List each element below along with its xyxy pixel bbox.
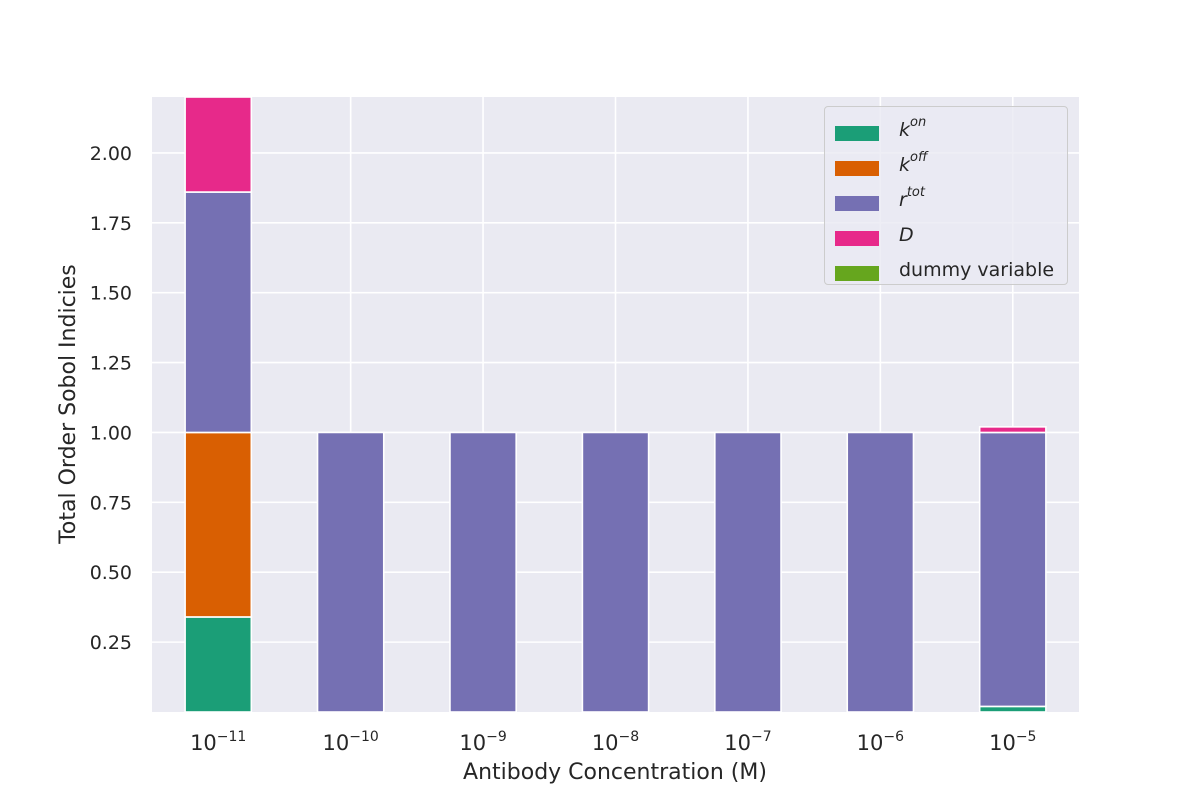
x-axis-label: Antibody Concentration (M) [463,760,767,785]
y-tick-label: 0.50 [90,562,132,584]
bar-segment [581,431,650,713]
x-tick-label: 10−7 [724,729,771,755]
legend-swatch [835,126,879,141]
x-tick-label: 10−8 [592,729,639,755]
legend-swatch [835,161,879,176]
y-tick-label: 1.75 [90,213,132,235]
bars [184,96,1047,713]
bar-segment [184,616,253,713]
bar-segment [316,431,385,713]
y-tick-label: 0.25 [90,632,132,654]
legend-label: rtot [899,185,925,211]
x-tick-label: 10−11 [190,729,246,755]
y-tick-label: 2.00 [90,143,132,165]
legend-swatch [835,196,879,211]
x-tick-label: 10−9 [459,729,506,755]
x-tick-label: 10−5 [989,729,1036,755]
bar-segment [978,431,1047,708]
legend-item: dummy variable [835,259,1065,283]
bar-segment [184,191,253,434]
legend-item: D [835,224,1065,248]
legend-swatch [835,231,879,246]
legend-item: koff [835,150,1065,178]
bar-segment [846,431,915,713]
legend-label: D [899,224,914,246]
legend-swatch [835,266,879,281]
y-tick-label: 1.50 [90,283,132,305]
y-tick-label: 1.25 [90,353,132,375]
y-tick-label: 0.75 [90,492,132,514]
x-tick-label: 10−10 [323,729,379,755]
x-tick-label: 10−6 [857,729,904,755]
bar-segment [714,431,782,713]
y-tick-label: 1.00 [90,422,132,444]
legend-item: kon [835,115,1065,143]
legend-label: koff [899,150,928,176]
legend-item: rtot [835,185,1065,213]
bar-segment [978,705,1047,713]
bar-segment [449,431,517,713]
legend-label: kon [899,115,927,141]
legend-label: dummy variable [899,259,1055,281]
y-axis-ticks: 0.25 0.50 0.75 1.00 1.25 1.50 1.75 2.00 [90,143,132,654]
bar-segment [978,426,1047,434]
y-axis-label: Total Order Sobol Indicies [56,264,81,545]
bar-segment [184,96,253,193]
bar-segment [184,431,253,618]
x-axis-ticks: 10−11 10−10 10−9 10−8 10−7 10−6 10−5 [190,729,1036,755]
